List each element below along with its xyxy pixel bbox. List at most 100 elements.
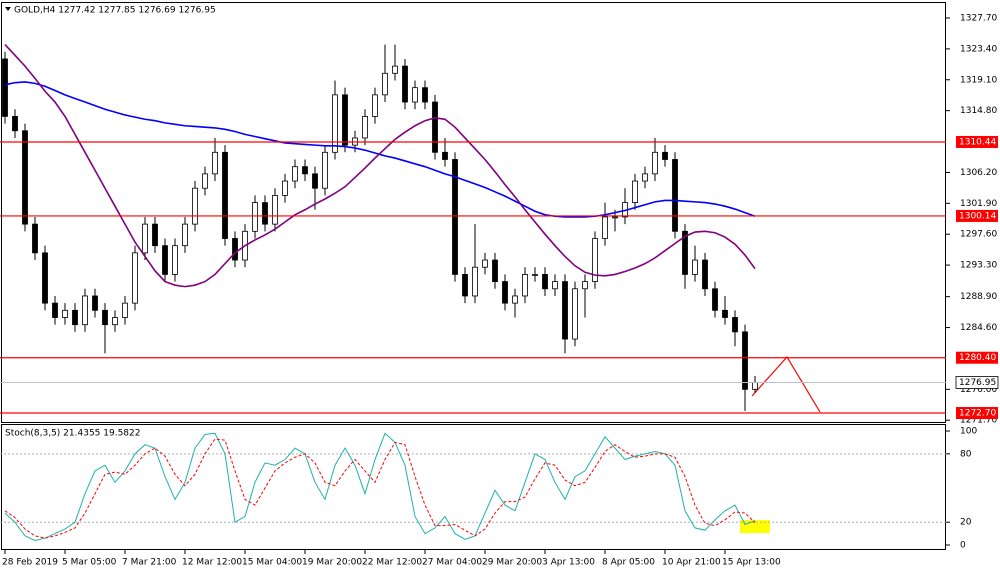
candle-body	[472, 266, 478, 297]
candle-body	[452, 159, 458, 275]
candle-body	[322, 151, 328, 189]
candle-body	[292, 166, 298, 182]
level-label: 1310.44	[959, 137, 996, 147]
level-label-box	[956, 351, 998, 364]
candle-body	[442, 151, 448, 160]
y-tick-label: 1301.90	[960, 199, 997, 209]
x-tick-label: 29 Mar 20:00	[482, 558, 542, 568]
y-tick-label: 1323.40	[960, 44, 997, 54]
candle-body	[132, 252, 138, 304]
x-tick-label: 10 Apr 21:00	[662, 558, 721, 568]
candle-body	[182, 223, 188, 247]
x-tick-label: 28 Feb 2019	[2, 558, 58, 568]
y-tick-label: 20	[960, 518, 972, 528]
candle-body	[222, 151, 228, 239]
candle-body	[102, 309, 108, 326]
candle-body	[672, 159, 678, 232]
candle-body	[192, 187, 198, 225]
last-price-label: 1276.95	[959, 378, 996, 388]
y-tick-label: 1284.60	[960, 323, 997, 333]
x-tick-label: 8 Apr 05:00	[602, 558, 655, 568]
price-panel-frame	[1, 2, 946, 423]
candle-body	[432, 101, 438, 153]
candle-body	[422, 87, 428, 103]
candle-body	[642, 173, 648, 182]
candle-body	[312, 173, 318, 189]
y-tick-label: 80	[960, 449, 972, 459]
candle-body	[362, 116, 368, 139]
candle-body	[652, 151, 658, 175]
candle-body	[342, 94, 348, 146]
candle-body	[262, 202, 268, 225]
indicator-title: Stoch(8,3,5) 21.4355 19.5822	[5, 429, 140, 439]
candle-body	[202, 173, 208, 189]
candle-body	[692, 259, 698, 275]
candle-body	[122, 302, 128, 318]
projection-lines	[751, 355, 821, 413]
candle-body	[462, 274, 468, 297]
candle-body	[492, 259, 498, 282]
candle-body	[272, 195, 278, 225]
candle-body	[532, 274, 538, 276]
x-tick-label: 22 Mar 12:00	[362, 558, 422, 568]
candle-body	[172, 245, 178, 275]
candle-body	[562, 281, 568, 340]
x-tick-label: 5 Mar 05:00	[62, 558, 117, 568]
candle-body	[62, 309, 68, 318]
candle-body	[572, 288, 578, 340]
y-tick-label: 1276.00	[960, 385, 997, 395]
x-tick-label: 15 Mar 04:00	[242, 558, 302, 568]
y-tick-label: 100	[960, 427, 977, 437]
x-tick-label: 7 Mar 21:00	[122, 558, 177, 568]
candle-body	[72, 309, 78, 326]
y-tick-label: 1314.80	[960, 106, 997, 116]
candle-body	[332, 94, 338, 153]
level-label-box	[956, 407, 998, 420]
y-tick-label: 1306.20	[960, 168, 997, 178]
y-tick-label: 1297.60	[960, 230, 997, 240]
candle-body	[112, 317, 118, 326]
candle-body	[372, 94, 378, 117]
x-tick-label: 12 Mar 12:00	[182, 558, 242, 568]
x-tick-label: 19 Mar 20:00	[302, 558, 362, 568]
y-tick-label: 1271.70	[960, 416, 997, 426]
candle-body	[32, 223, 38, 254]
y-tick-label: 1319.10	[960, 75, 997, 85]
candle-body	[752, 382, 758, 390]
candle-body	[382, 72, 388, 96]
indicator-line	[4, 432, 756, 541]
candle-body	[232, 238, 238, 261]
indicator-line	[4, 438, 756, 539]
candle-body	[2, 58, 8, 117]
candle-body	[52, 302, 58, 318]
candle-body	[412, 87, 418, 103]
candle-body	[82, 295, 88, 326]
menu-arrow	[5, 7, 11, 11]
y-tick-label: 1288.90	[960, 292, 997, 302]
indicator-line	[4, 44, 756, 288]
candle-body	[92, 295, 98, 311]
candle-body	[702, 259, 708, 290]
level-label: 1272.70	[959, 409, 996, 419]
x-tick-label: 27 Mar 04:00	[422, 558, 482, 568]
candle-body	[582, 281, 588, 290]
candle-body	[482, 259, 488, 268]
candle-body	[152, 223, 158, 247]
candle-body	[612, 216, 618, 219]
candle-body	[742, 331, 748, 390]
candle-body	[522, 274, 528, 297]
candle-body	[12, 116, 18, 132]
candle-body	[22, 130, 28, 225]
candle-body	[252, 202, 258, 232]
candle-body	[722, 309, 728, 318]
candle-body	[592, 238, 598, 282]
chart-title: GOLD,H4 1277.42 1277.85 1276.69 1276.95	[14, 6, 216, 16]
candle-body	[302, 166, 308, 175]
candle-body	[712, 288, 718, 311]
level-label-box	[956, 135, 998, 148]
stoch-panel-frame	[1, 424, 946, 550]
candle-body	[632, 180, 638, 203]
candle-body	[512, 295, 518, 304]
